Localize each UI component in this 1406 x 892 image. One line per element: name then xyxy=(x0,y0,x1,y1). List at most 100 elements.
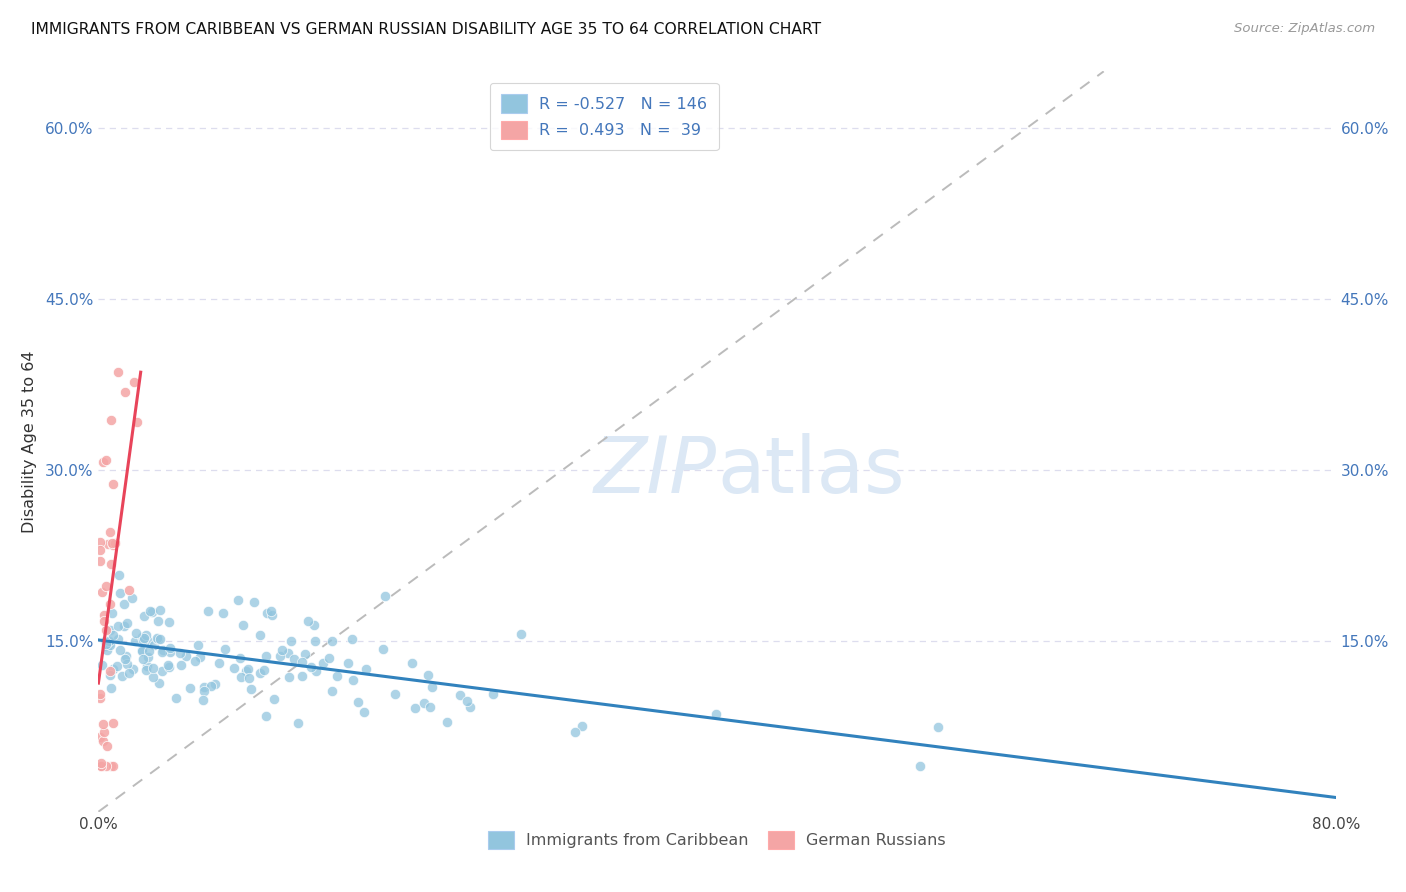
Point xyxy=(136,633,159,648)
Point xyxy=(283,652,305,666)
Point xyxy=(136,650,159,665)
Point xyxy=(100,558,122,572)
Point xyxy=(224,661,246,675)
Point xyxy=(908,759,931,773)
Point xyxy=(98,597,121,611)
Point xyxy=(252,663,274,677)
Point xyxy=(193,680,215,694)
Point xyxy=(318,650,340,665)
Point xyxy=(174,648,197,663)
Point xyxy=(138,644,160,658)
Point xyxy=(337,656,360,670)
Point xyxy=(118,666,141,681)
Point xyxy=(107,365,129,379)
Point xyxy=(107,618,129,632)
Point xyxy=(413,696,436,710)
Point xyxy=(238,671,260,685)
Point xyxy=(131,630,153,644)
Point xyxy=(142,670,165,684)
Point xyxy=(287,715,309,730)
Point xyxy=(149,632,172,646)
Point xyxy=(263,691,285,706)
Point xyxy=(305,664,328,678)
Point xyxy=(191,693,214,707)
Point xyxy=(384,687,406,701)
Point xyxy=(98,636,121,650)
Point xyxy=(271,642,294,657)
Point xyxy=(456,694,478,708)
Point xyxy=(107,632,129,646)
Point xyxy=(229,650,252,665)
Point xyxy=(112,597,135,611)
Point xyxy=(458,699,481,714)
Point xyxy=(132,632,155,647)
Point xyxy=(183,654,205,668)
Point xyxy=(260,604,283,618)
Point xyxy=(165,690,187,705)
Point xyxy=(235,665,257,679)
Point xyxy=(90,759,112,773)
Point xyxy=(112,619,135,633)
Text: Source: ZipAtlas.com: Source: ZipAtlas.com xyxy=(1234,22,1375,36)
Point xyxy=(416,668,439,682)
Point xyxy=(97,537,120,551)
Point xyxy=(231,669,253,683)
Point xyxy=(146,632,169,647)
Point xyxy=(157,660,180,674)
Point xyxy=(321,684,343,698)
Point xyxy=(254,648,277,663)
Point xyxy=(706,707,728,722)
Point xyxy=(101,628,124,642)
Point xyxy=(105,659,128,673)
Point xyxy=(243,594,266,608)
Point xyxy=(254,709,277,723)
Point xyxy=(94,453,117,467)
Point xyxy=(354,662,377,676)
Point xyxy=(148,675,170,690)
Point xyxy=(169,657,191,672)
Point xyxy=(353,705,375,719)
Point xyxy=(125,626,148,640)
Point xyxy=(256,606,278,620)
Point xyxy=(93,614,115,628)
Point xyxy=(96,759,118,773)
Point xyxy=(98,668,121,682)
Point xyxy=(122,662,145,676)
Point xyxy=(404,701,426,715)
Legend: Immigrants from Caribbean, German Russians: Immigrants from Caribbean, German Russia… xyxy=(479,822,955,857)
Point xyxy=(101,607,124,621)
Point xyxy=(419,699,441,714)
Point xyxy=(90,759,112,773)
Point xyxy=(141,605,163,619)
Point xyxy=(249,628,271,642)
Point xyxy=(148,614,170,628)
Point xyxy=(152,642,174,657)
Point xyxy=(208,656,231,670)
Point xyxy=(89,690,111,705)
Point xyxy=(157,615,180,629)
Point xyxy=(134,609,156,624)
Point xyxy=(304,634,326,648)
Point xyxy=(294,647,316,661)
Point xyxy=(449,688,471,702)
Point xyxy=(146,632,169,646)
Point xyxy=(125,415,148,429)
Point xyxy=(169,646,191,660)
Point xyxy=(124,633,146,648)
Point xyxy=(111,669,134,683)
Point xyxy=(200,679,222,693)
Point xyxy=(564,725,586,739)
Point xyxy=(103,537,125,551)
Point xyxy=(103,536,125,550)
Point xyxy=(152,645,174,659)
Point xyxy=(101,477,124,491)
Point xyxy=(280,633,302,648)
Point xyxy=(89,535,111,549)
Point xyxy=(143,638,166,652)
Point xyxy=(927,720,949,734)
Point xyxy=(159,645,181,659)
Point xyxy=(98,525,121,540)
Point xyxy=(277,646,299,660)
Point xyxy=(98,638,121,652)
Point xyxy=(226,592,249,607)
